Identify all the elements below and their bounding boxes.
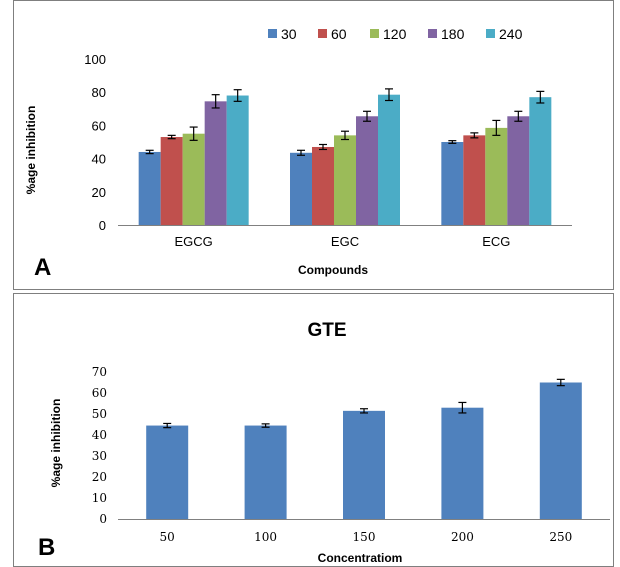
legend-a: 30 60 120 180 240 [268,26,523,42]
chart-b-title: GTE [307,320,346,341]
chart-a-ytick-label: 100 [84,52,106,67]
chart-a-ytick-label: 60 [92,118,106,133]
chart-b-xlabel: Concentratiom [318,551,403,565]
chart-b-bars [146,379,582,519]
chart-a-bar-egc-180 [356,116,378,225]
chart-b-xaxis: 50 100 150 200 250 [160,530,573,544]
chart-a-bar-egcg-30 [139,152,161,225]
chart-a-ytick-label: 0 [99,218,106,233]
chart-a-ylabel: %age inhibition [24,106,38,195]
chart-a-bar-egcg-60 [161,137,183,225]
chart-b-ytick-label: 30 [92,449,107,463]
chart-a-bar-egc-120 [334,135,356,225]
legend-a-label-180: 180 [441,26,465,42]
panel-a-label: A [34,254,51,281]
chart-b-bar-200 [441,408,483,519]
chart-a-xlabel: Compounds [298,263,368,277]
chart-b-ytick-label: 50 [92,407,107,421]
legend-a-label-60: 60 [331,26,347,42]
chart-b-xtick-label: 200 [451,530,474,544]
legend-a-label-30: 30 [281,26,297,42]
legend-a-swatch-30 [268,29,277,38]
legend-a-swatch-240 [486,29,495,38]
chart-a-bar-egcg-120 [183,134,205,225]
chart-b-ytick-label: 60 [92,386,107,400]
chart-a-bar-egcg-180 [205,101,227,225]
chart-a-bar-egc-30 [290,153,312,225]
chart-b-xtick-label: 150 [353,530,376,544]
chart-b-yaxis: 0 10 20 30 40 50 60 70 [92,365,107,526]
chart-b-bar-50 [146,426,188,519]
chart-a-bars [139,89,552,225]
chart-a-bar-ecg-30 [441,142,463,225]
chart-a-bar-egc-60 [312,147,334,225]
legend-a-label-120: 120 [383,26,407,42]
chart-b-ytick-label: 10 [92,491,107,505]
chart-b-ytick-label: 40 [92,428,107,442]
chart-a-ytick-label: 20 [92,185,106,200]
chart-a-bar-ecg-180 [507,116,529,225]
chart-a-bar-ecg-60 [463,135,485,225]
chart-b-xtick-label: 50 [160,530,175,544]
legend-a-swatch-180 [428,29,437,38]
chart-a-ytick-label: 80 [92,85,106,100]
chart-b-ytick-label: 70 [92,365,107,379]
chart-b-xtick-label: 100 [254,530,277,544]
chart-b-xtick-label: 250 [549,530,572,544]
chart-b: GTE %age inhibition 0 10 20 30 40 50 60 70 50 10… [38,320,610,565]
chart-a-bar-egcg-240 [227,96,249,225]
chart-a-ytick-label: 40 [92,152,106,167]
panel-b-label: B [38,534,55,561]
chart-a-bar-egc-240 [378,95,400,225]
chart-a-xaxis: EGCG EGC ECG [175,234,511,249]
chart-a: 30 60 120 180 240 %age inhibition 0 20 40 60 80 1… [24,26,572,281]
chart-a-yaxis: 0 20 40 60 80 100 [84,52,106,233]
chart-a-bar-ecg-120 [485,128,507,225]
chart-a-xtick-label: EGCG [175,234,213,249]
legend-a-swatch-120 [370,29,379,38]
chart-a-xtick-label: EGC [331,234,359,249]
chart-a-bar-ecg-240 [529,97,551,225]
chart-b-ylabel: %age inhibition [49,399,63,488]
chart-b-bar-100 [245,426,287,519]
legend-a-label-240: 240 [499,26,523,42]
chart-b-ytick-label: 20 [92,470,107,484]
chart-a-xtick-label: ECG [482,234,510,249]
chart-b-ytick-label: 0 [99,512,107,526]
chart-b-bar-250 [540,383,582,520]
chart-b-bar-150 [343,411,385,519]
legend-a-swatch-60 [318,29,327,38]
